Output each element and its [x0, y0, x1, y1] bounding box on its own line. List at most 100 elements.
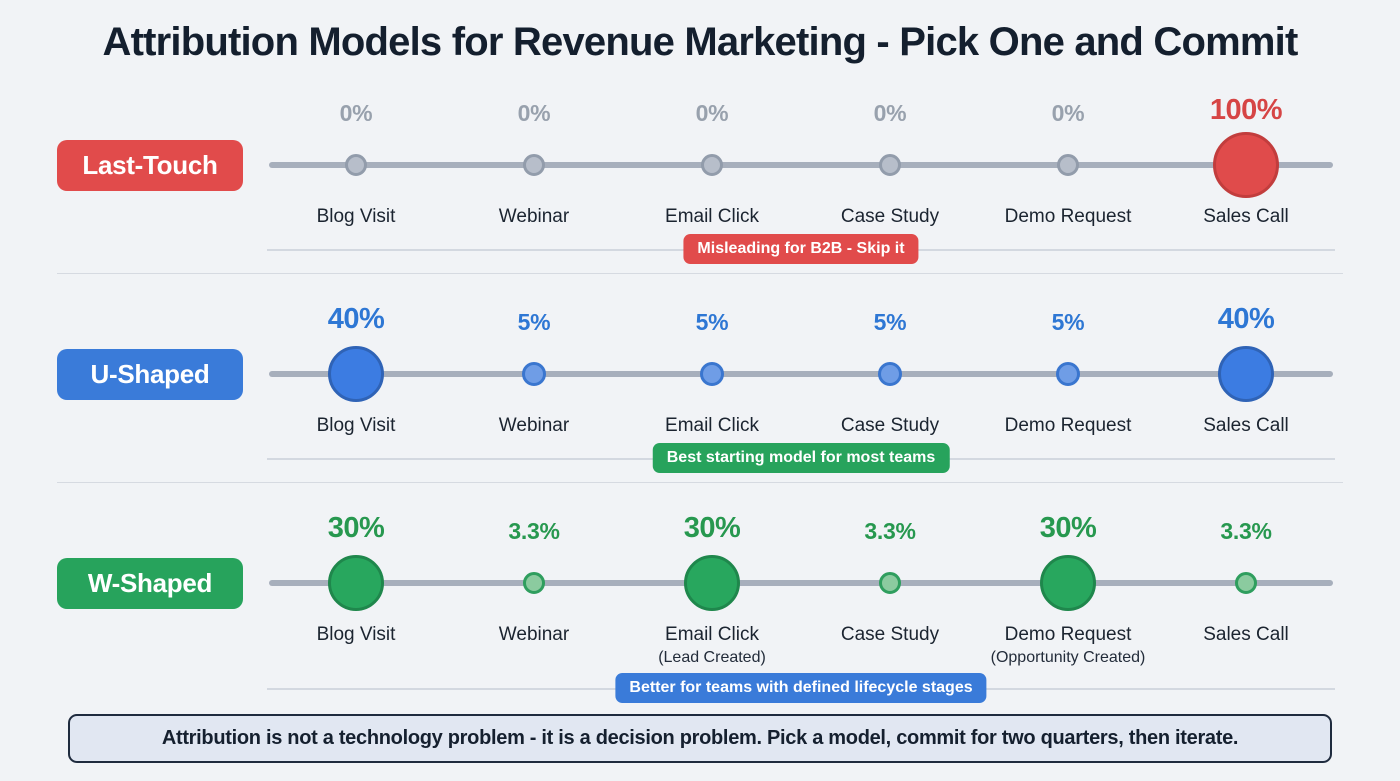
touchpoint-dot: [1040, 555, 1096, 611]
dot-slot: [267, 340, 445, 408]
dot-slot: [623, 131, 801, 199]
touchpoint-email-click: 5% Email Click: [623, 296, 801, 438]
model-badge-u-shaped: U-Shaped: [57, 349, 243, 400]
touchpoint-percent: 5%: [873, 309, 907, 335]
row-separator: [57, 482, 1343, 483]
touchpoint-webinar: 5% Webinar: [445, 296, 623, 438]
touchpoint-label: Case Study: [840, 206, 940, 227]
annotation-row: Better for teams with defined lifecycle …: [267, 672, 1335, 704]
touchpoint-percent: 0%: [873, 100, 907, 126]
touchpoint-percent: 3.3%: [864, 518, 916, 544]
annotation-row: Misleading for B2B - Skip it: [267, 233, 1335, 265]
touchpoint-label: Blog Visit: [316, 206, 396, 227]
touchpoint-webinar: 0% Webinar: [445, 87, 623, 229]
touchpoint-dot: [701, 154, 723, 176]
dot-slot: [1157, 131, 1335, 199]
touchpoint-webinar: 3.3% Webinar: [445, 505, 623, 668]
touchpoint-blog-visit: 30% Blog Visit: [267, 505, 445, 668]
model-row-u-shaped: U-Shaped 40% Blog Visit 5% Webinar 5% Em…: [0, 282, 1400, 474]
row-separator: [57, 273, 1343, 274]
touchpoint-demo-request: 5% Demo Request: [979, 296, 1157, 438]
touchpoint-label: Email Click: [665, 624, 759, 645]
touchpoint-percent: 0%: [339, 100, 373, 126]
touchpoint-label: Case Study: [840, 415, 940, 436]
timeline-last-touch: 0% Blog Visit 0% Webinar 0% Email Click …: [267, 87, 1335, 229]
touchpoint-case-study: 3.3% Case Study: [801, 505, 979, 668]
touchpoint-dot: [345, 154, 367, 176]
touchpoint-percent: 3.3%: [508, 518, 560, 544]
touchpoint-percent: 40%: [327, 303, 385, 335]
dot-slot: [801, 131, 979, 199]
dot-slot: [1157, 340, 1335, 408]
touchpoint-percent: 0%: [517, 100, 551, 126]
touchpoint-percent: 30%: [1039, 512, 1097, 544]
touchpoint-case-study: 0% Case Study: [801, 87, 979, 229]
touchpoint-percent: 0%: [1051, 100, 1085, 126]
touchpoint-sublabel: (Lead Created): [658, 649, 766, 666]
dot-slot: [1157, 549, 1335, 617]
touchpoint-dot: [879, 154, 901, 176]
model-row-w-shaped: W-Shaped 30% Blog Visit 3.3% Webinar 30%…: [0, 491, 1400, 704]
dot-slot: [623, 340, 801, 408]
touchpoint-label: Blog Visit: [316, 624, 396, 645]
touchpoint-dot: [684, 555, 740, 611]
page-title: Attribution Models for Revenue Marketing…: [102, 20, 1299, 64]
row-main: U-Shaped 40% Blog Visit 5% Webinar 5% Em…: [0, 296, 1400, 438]
touchpoint-sales-call: 40% Sales Call: [1157, 296, 1335, 438]
dot-slot: [979, 549, 1157, 617]
touchpoint-email-click: 30% Email Click (Lead Created): [623, 505, 801, 668]
touchpoint-case-study: 5% Case Study: [801, 296, 979, 438]
touchpoint-label: Webinar: [498, 206, 570, 227]
annotation-badge-u-shaped: Best starting model for most teams: [652, 443, 950, 473]
touchpoint-sales-call: 3.3% Sales Call: [1157, 505, 1335, 668]
dot-slot: [979, 131, 1157, 199]
touchpoint-label: Webinar: [498, 624, 570, 645]
touchpoint-dot: [1218, 346, 1274, 402]
touchpoint-dot: [328, 555, 384, 611]
touchpoint-dot: [1056, 362, 1080, 386]
touchpoint-sales-call: 100% Sales Call: [1157, 87, 1335, 229]
dot-slot: [445, 340, 623, 408]
annotation-badge-last-touch: Misleading for B2B - Skip it: [683, 234, 919, 264]
model-badge-last-touch: Last-Touch: [57, 140, 243, 191]
touchpoint-dot: [1057, 154, 1079, 176]
timeline-w-shaped: 30% Blog Visit 3.3% Webinar 30% Email Cl…: [267, 505, 1335, 668]
touchpoint-email-click: 0% Email Click: [623, 87, 801, 229]
touchpoint-dot: [523, 572, 545, 594]
touchpoint-dot: [523, 154, 545, 176]
touchpoint-demo-request: 0% Demo Request: [979, 87, 1157, 229]
dot-slot: [267, 549, 445, 617]
touchpoint-dot: [879, 572, 901, 594]
touchpoint-percent: 3.3%: [1220, 518, 1272, 544]
dot-slot: [267, 131, 445, 199]
touchpoint-percent: 5%: [1051, 309, 1085, 335]
dot-slot: [801, 340, 979, 408]
dot-slot: [801, 549, 979, 617]
timeline-u-shaped: 40% Blog Visit 5% Webinar 5% Email Click…: [267, 296, 1335, 438]
annotation-row: Best starting model for most teams: [267, 442, 1335, 474]
touchpoint-label: Email Click: [665, 415, 759, 436]
touchpoint-label: Demo Request: [1004, 415, 1132, 436]
touchpoint-dot: [1213, 132, 1279, 198]
touchpoint-label: Blog Visit: [316, 415, 396, 436]
touchpoint-percent: 30%: [327, 512, 385, 544]
touchpoint-label: Email Click: [665, 206, 759, 227]
model-row-last-touch: Last-Touch 0% Blog Visit 0% Webinar 0% E…: [0, 73, 1400, 265]
dot-slot: [445, 131, 623, 199]
touchpoint-label: Demo Request: [1004, 624, 1132, 645]
dot-slot: [623, 549, 801, 617]
row-main: W-Shaped 30% Blog Visit 3.3% Webinar 30%…: [0, 505, 1400, 668]
touchpoint-label: Webinar: [498, 415, 570, 436]
dot-slot: [445, 549, 623, 617]
touchpoint-label: Sales Call: [1203, 624, 1289, 645]
touchpoint-label: Case Study: [840, 624, 940, 645]
touchpoint-label: Sales Call: [1203, 206, 1289, 227]
touchpoint-percent: 100%: [1209, 94, 1283, 126]
touchpoint-percent: 0%: [695, 100, 729, 126]
annotation-badge-w-shaped: Better for teams with defined lifecycle …: [615, 673, 987, 703]
touchpoint-label: Demo Request: [1004, 206, 1132, 227]
touchpoint-dot: [700, 362, 724, 386]
touchpoint-blog-visit: 40% Blog Visit: [267, 296, 445, 438]
touchpoint-dot: [328, 346, 384, 402]
